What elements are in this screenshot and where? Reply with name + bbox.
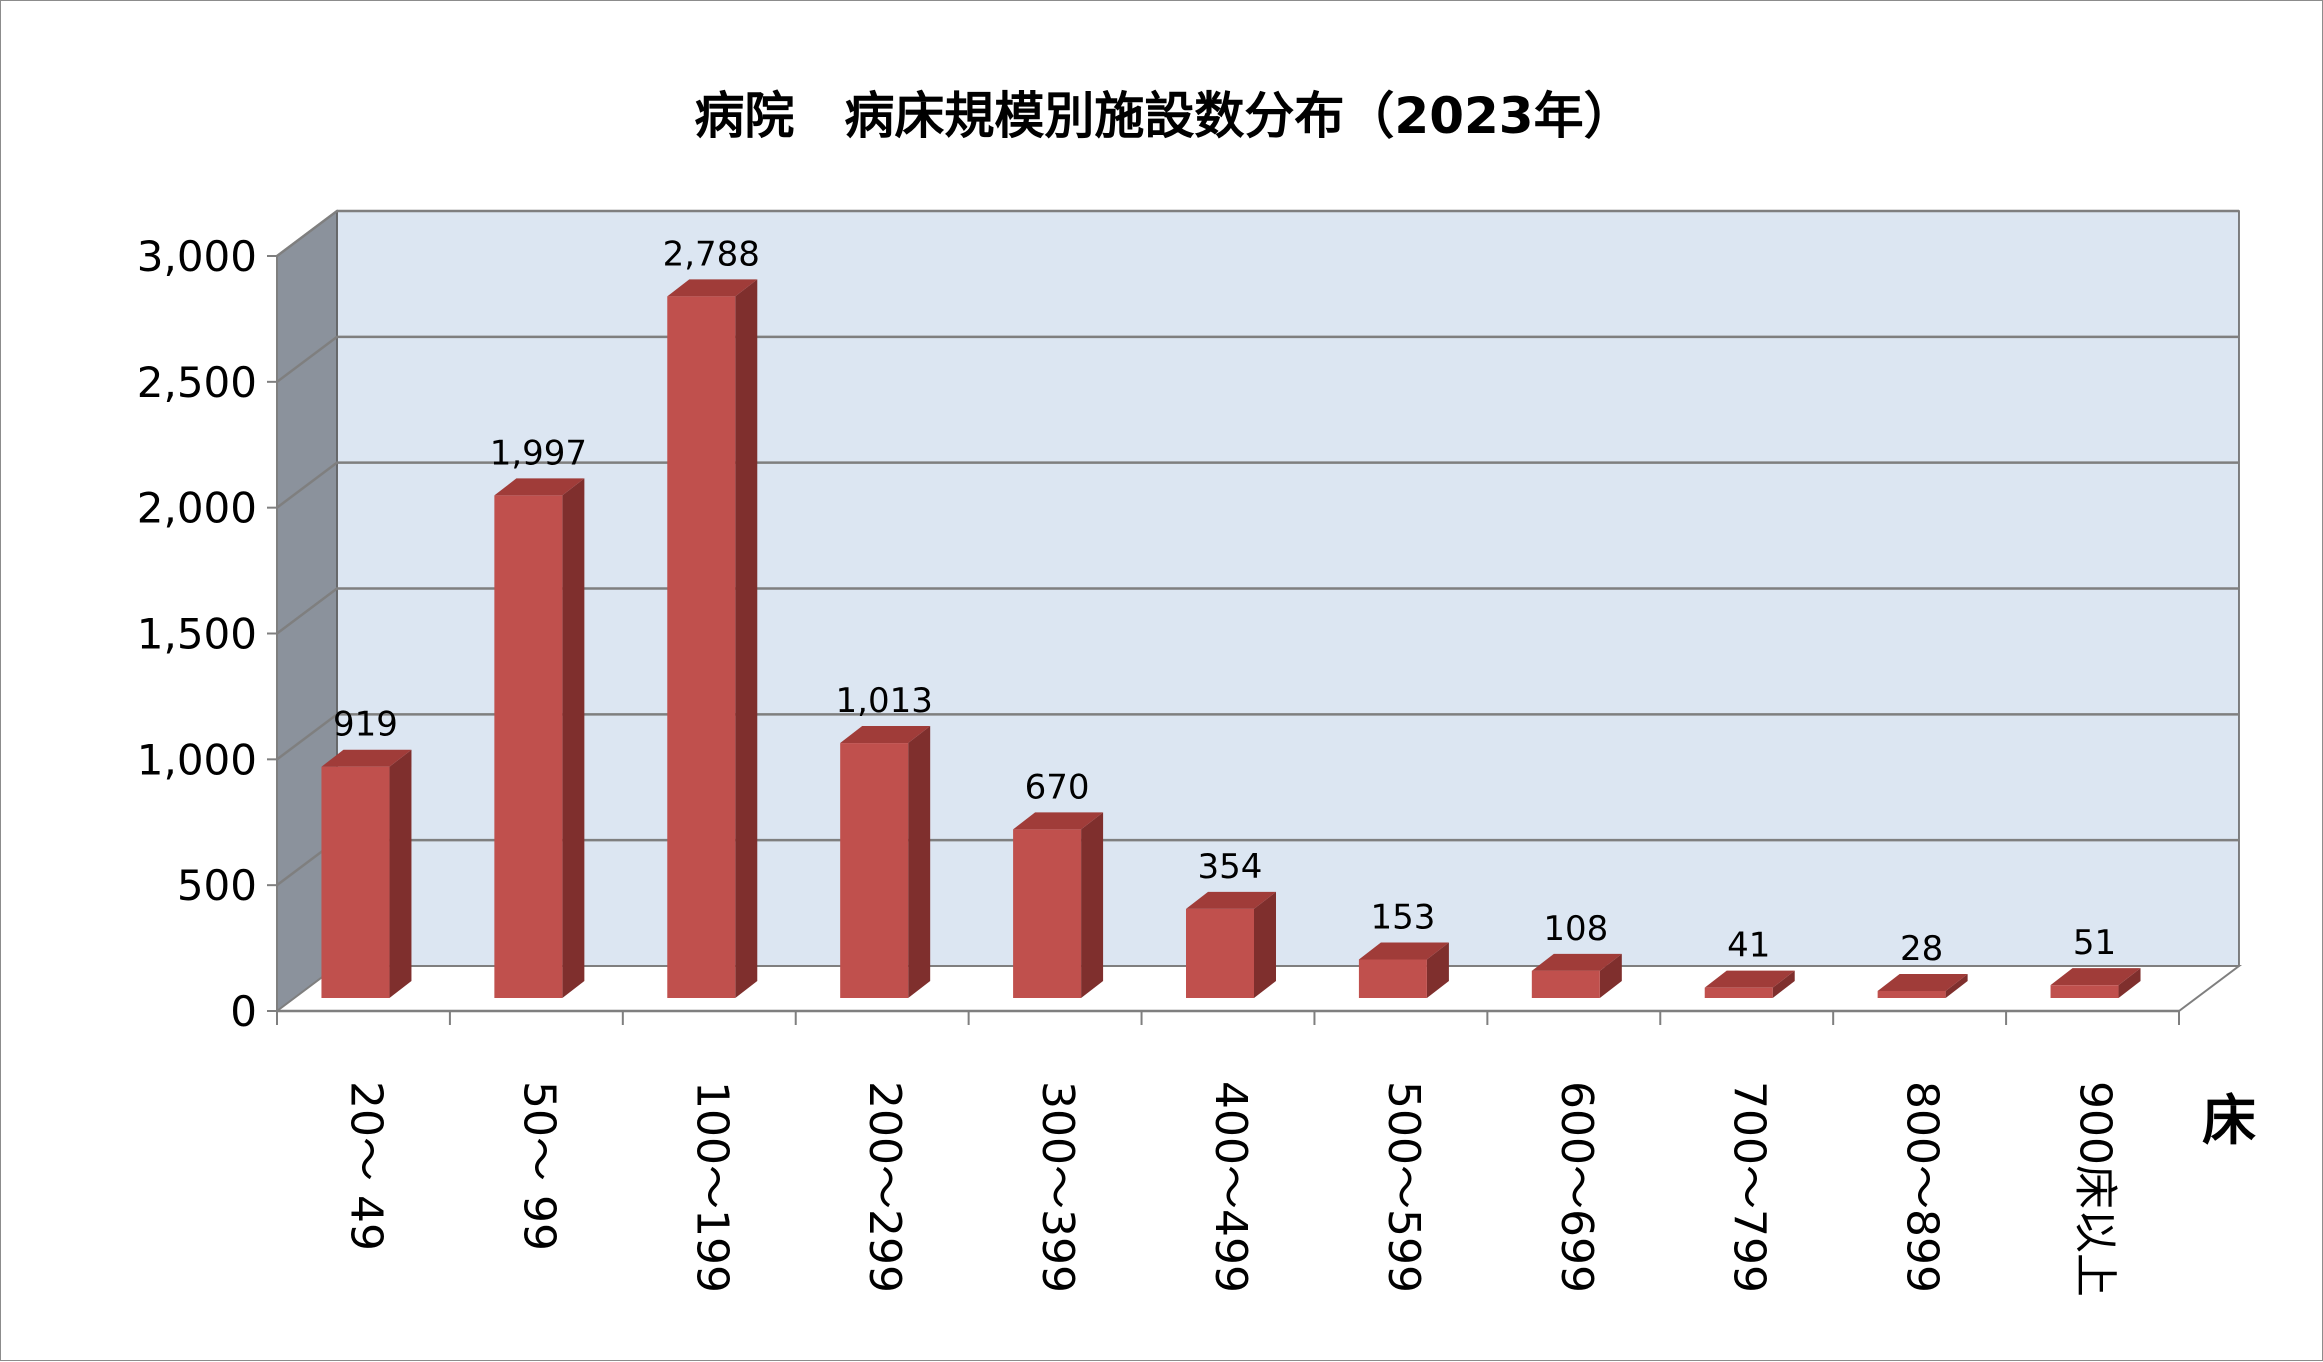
- data-label: 919: [333, 705, 398, 745]
- bars: [321, 279, 2141, 999]
- gridline: [276, 713, 2239, 761]
- x-axis-tick-label: 50～ 99: [513, 1081, 564, 1251]
- bar-top-face: [1531, 953, 1622, 971]
- y-axis-tick-label: 0: [230, 987, 257, 1036]
- x-axis-tick-label: 100～199: [686, 1081, 737, 1293]
- y-axis-tick-label: 2,500: [137, 358, 257, 407]
- x-axis-tick-label: 700～799: [1724, 1081, 1775, 1293]
- bar-top-face: [1704, 970, 1795, 988]
- bar: [2050, 968, 2141, 998]
- x-axis-tick-label: 500～599: [1378, 1081, 1429, 1293]
- data-labels: 919 1,997 2,788 1,013 670 354 153 108 41 28 51: [333, 234, 2116, 969]
- bar-side-face: [1599, 953, 1622, 998]
- bar: [321, 749, 412, 998]
- bar: [840, 726, 931, 998]
- bar-front-face: [667, 296, 736, 998]
- bar-top-face: [1186, 891, 1276, 909]
- y-axis-tick-label: 1,500: [137, 610, 257, 659]
- bar-front-face: [1531, 970, 1600, 998]
- x-axis-tick-label: 300～399: [1032, 1081, 1083, 1293]
- bar: [1704, 970, 1795, 998]
- bar: [1358, 942, 1449, 998]
- bar-front-face: [1358, 959, 1427, 998]
- bar-front-face: [1013, 829, 1082, 998]
- y-axis-tick-label: 2,000: [137, 484, 257, 533]
- bar-top-face: [2050, 968, 2141, 986]
- x-axis-unit-label: 床: [2202, 1089, 2256, 1152]
- bar-front-face: [494, 495, 563, 998]
- bar-front-face: [321, 766, 390, 998]
- bar: [667, 279, 758, 998]
- data-label: 153: [1370, 897, 1435, 937]
- data-label: 51: [2073, 923, 2116, 963]
- axes: [267, 255, 2180, 1025]
- y-axis-tick-label: 3,000: [137, 232, 257, 281]
- bar: [1531, 953, 1622, 998]
- bar-top-face: [321, 749, 412, 767]
- bar-front-face: [1186, 908, 1254, 998]
- y-axis-tick-label: 1,000: [137, 735, 257, 784]
- bar-top-face: [667, 279, 758, 297]
- bar: [1013, 812, 1104, 998]
- chart-title: 病院 病床規模別施設数分布（2023年）: [694, 87, 1633, 145]
- x-axis-tick-label: 400～499: [1205, 1081, 1256, 1293]
- bar: [494, 478, 585, 999]
- data-label: 670: [1025, 767, 1090, 807]
- gridline: [276, 335, 2239, 383]
- bar-top-face: [494, 478, 585, 496]
- bar-side-face: [1081, 812, 1104, 998]
- data-label: 108: [1543, 909, 1608, 949]
- bar-top-face: [1877, 973, 1968, 991]
- bar-side-face: [1254, 891, 1276, 998]
- x-axis-tick-labels: 20～ 49 50～ 99 100～199 200～299 300～399 400～499…: [340, 1081, 2120, 1297]
- data-label: 1,997: [490, 433, 587, 473]
- bar-side-face: [908, 726, 931, 998]
- bar-side-face: [389, 749, 412, 998]
- x-axis-tick-label: 600～699: [1551, 1081, 1602, 1293]
- bar-side-face: [735, 279, 758, 998]
- data-label: 2,788: [663, 234, 760, 274]
- data-label: 41: [1727, 926, 1770, 966]
- x-axis-tick-label: 800～899: [1897, 1081, 1948, 1293]
- bar-top-face: [1013, 812, 1104, 830]
- bar-side-face: [1426, 942, 1449, 998]
- bar-front-face: [1704, 987, 1773, 998]
- y-axis-tick-label: 500: [177, 861, 257, 910]
- data-label: 28: [1900, 929, 1943, 969]
- bar-top-face: [840, 726, 931, 744]
- bar-front-face: [840, 743, 909, 998]
- bar-side-face: [1945, 973, 1968, 998]
- bar-front-face: [1877, 990, 1946, 998]
- x-axis-tick-label: 200～299: [859, 1081, 910, 1293]
- data-label: 354: [1198, 847, 1263, 887]
- bar-front-face: [2050, 985, 2119, 998]
- data-label: 1,013: [836, 681, 933, 721]
- bar-side-face: [2118, 968, 2141, 998]
- bar-side-face: [562, 478, 585, 999]
- gridline: [276, 587, 2239, 635]
- gridline: [276, 209, 2239, 257]
- bar-top-face: [1358, 942, 1449, 960]
- x-axis-tick-label: 20～ 49: [340, 1081, 391, 1251]
- y-axis-tick-labels: 0 500 1,000 1,500 2,000 2,500 3,000: [137, 232, 257, 1036]
- x-axis-tick-label: 900床以上: [2070, 1081, 2121, 1297]
- bar: [1877, 973, 1968, 998]
- bar-side-face: [1772, 970, 1795, 998]
- gridline: [276, 461, 2239, 509]
- bar: [1186, 891, 1276, 998]
